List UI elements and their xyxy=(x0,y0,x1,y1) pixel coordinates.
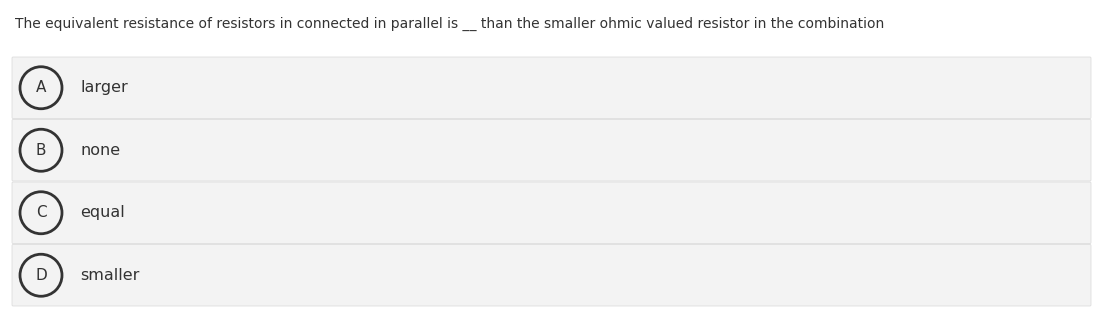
FancyBboxPatch shape xyxy=(12,120,1091,181)
Text: B: B xyxy=(35,143,46,158)
Circle shape xyxy=(20,129,62,171)
Text: none: none xyxy=(81,143,120,158)
FancyBboxPatch shape xyxy=(12,57,1091,119)
FancyBboxPatch shape xyxy=(12,182,1091,244)
Text: D: D xyxy=(35,268,46,283)
FancyBboxPatch shape xyxy=(12,245,1091,306)
Text: larger: larger xyxy=(81,80,128,95)
Text: A: A xyxy=(35,80,46,95)
Circle shape xyxy=(20,67,62,109)
Text: C: C xyxy=(35,205,46,220)
Text: The equivalent resistance of resistors in connected in parallel is __ than the s: The equivalent resistance of resistors i… xyxy=(15,17,885,31)
Text: smaller: smaller xyxy=(81,268,139,283)
Circle shape xyxy=(20,254,62,296)
Circle shape xyxy=(20,192,62,234)
Text: equal: equal xyxy=(81,205,125,220)
